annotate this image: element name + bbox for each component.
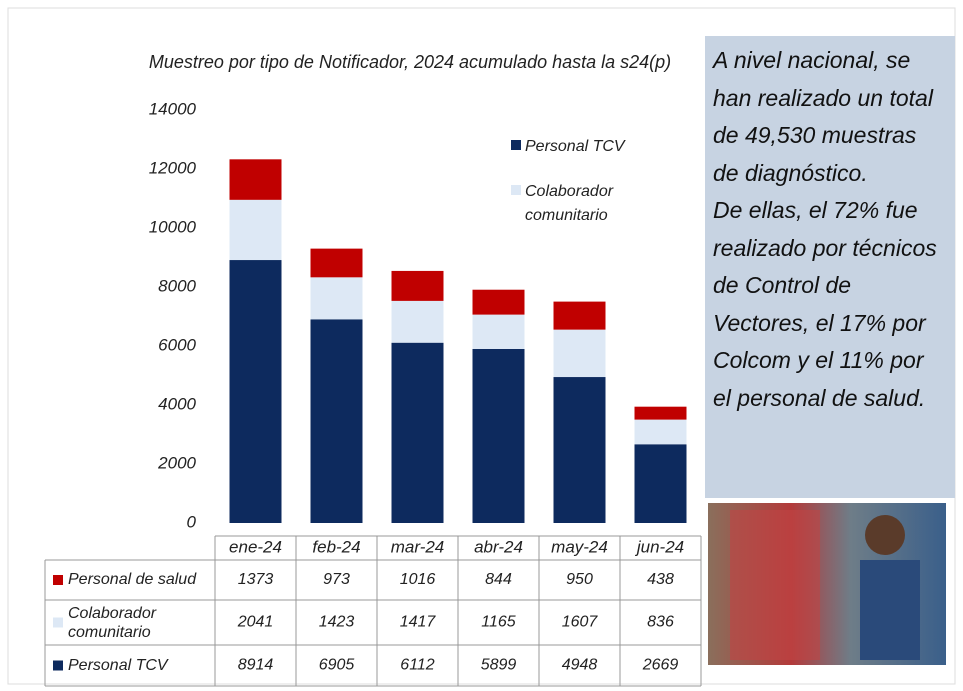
bar-segment [635,407,687,420]
table-value: 5899 [481,657,517,674]
bar-segment [473,349,525,523]
chart-title: Muestreo por tipo de Notificador, 2024 a… [140,50,680,74]
legend-swatch [511,185,521,195]
bar-segment [554,330,606,377]
bar-segment [392,271,444,301]
x-tick-label: mar-24 [391,537,445,556]
table-value: 6112 [400,657,435,674]
y-tick-label: 6000 [158,335,196,354]
table-value: 1607 [562,614,599,631]
y-tick-label: 8000 [158,276,196,295]
y-tick-label: 0 [187,512,197,531]
table-value: 2041 [237,614,274,631]
table-value: 6905 [319,657,355,674]
table-value: 2669 [642,657,679,674]
y-tick-label: 2000 [157,453,196,472]
x-tick-label: may-24 [551,537,608,556]
note-paragraph: De ellas, el 72% fue realizado por técni… [713,192,947,417]
y-tick-label: 12000 [149,158,197,177]
table-value: 1016 [400,571,436,588]
legend-swatch [53,661,63,671]
bar-segment [392,301,444,343]
bar-segment [230,260,282,523]
bar-segment [311,319,363,523]
x-tick-label: feb-24 [312,537,360,556]
bar-segment [635,444,687,523]
legend-label: Personal TCV [525,135,635,159]
text-box: A nivel nacional, se han realizado un to… [705,36,955,498]
row-label: Personal TCV [68,656,213,675]
page: 0 2000 4000 6000 8000 10000 12000 14000 ene-24 fe… [0,0,963,691]
x-tick-label: jun-24 [635,537,684,556]
bar-segment [473,315,525,349]
table-value: 844 [485,571,512,588]
y-tick-label: 14000 [149,99,197,118]
x-tick-label: ene-24 [229,537,282,556]
bar-segment [311,277,363,319]
x-tick-label: abr-24 [474,537,523,556]
bar-segment [230,200,282,260]
legend-swatch [53,618,63,628]
y-tick-label: 10000 [149,217,197,236]
table-value: 950 [566,571,593,588]
legend-label: Colaborador comunitario [525,180,635,228]
bar-segment [554,302,606,330]
legend-swatch [511,140,521,150]
table-value: 973 [323,571,350,588]
table-value: 1417 [400,614,437,631]
table-value: 1373 [238,571,274,588]
table-value: 4948 [562,657,598,674]
bar-segment [392,343,444,523]
bar-segment [311,249,363,278]
table-value: 438 [647,571,674,588]
photo [708,503,946,665]
row-label: Colaborador comunitario [68,604,213,642]
note-paragraph: A nivel nacional, se han realizado un to… [713,42,947,192]
table-value: 8914 [238,657,274,674]
table-value: 1165 [481,614,516,631]
row-label: Personal de salud [68,570,213,589]
bar-segment [230,159,282,200]
legend-swatch [53,575,63,585]
table-value: 836 [647,614,674,631]
bar-segment [473,290,525,315]
table-value: 1423 [319,614,355,631]
bar-segment [554,377,606,523]
y-tick-label: 4000 [158,394,196,413]
bar-segment [635,420,687,445]
